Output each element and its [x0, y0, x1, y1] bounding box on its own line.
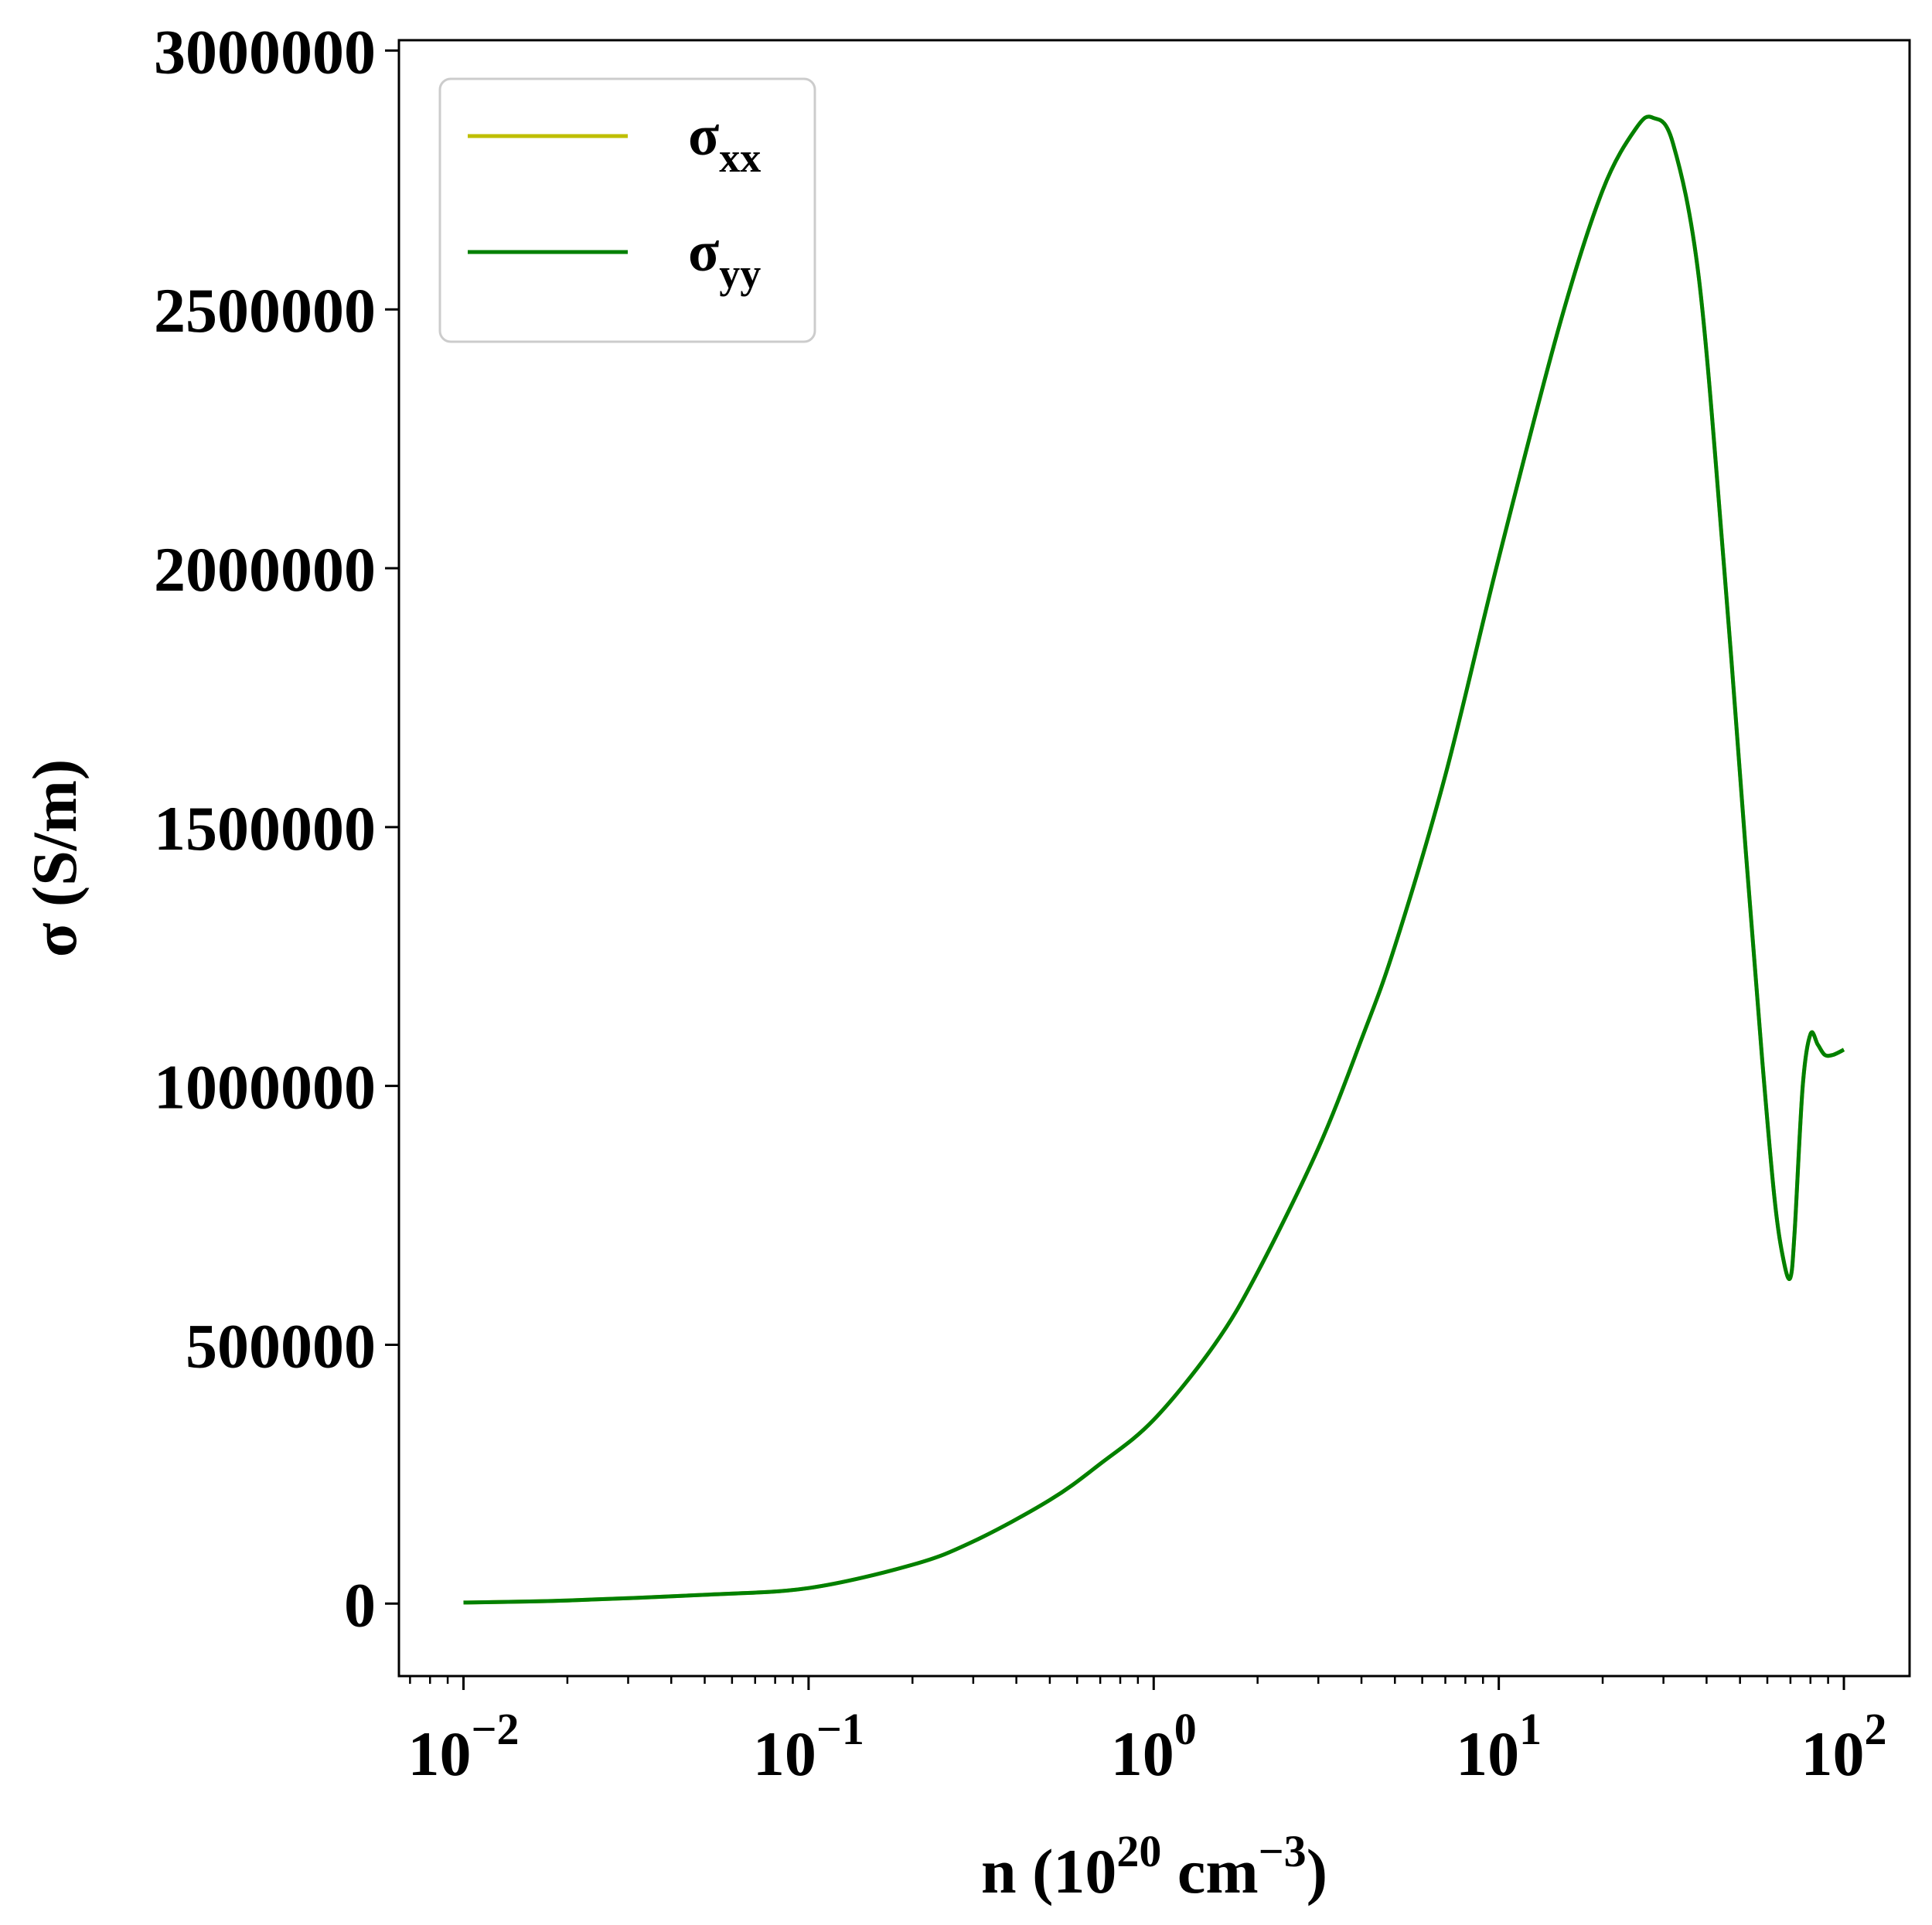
x-tick-label: 100: [1111, 1704, 1197, 1789]
y-tick-label: 0: [344, 1569, 376, 1640]
y-axis-label: σ (S/m): [19, 759, 90, 957]
y-tick-label: 1500000: [154, 793, 376, 864]
series-line-sigma-yy: [463, 114, 1845, 1605]
y-tick-label: 1000000: [154, 1052, 376, 1123]
x-tick-label: 102: [1801, 1704, 1887, 1789]
y-tick-label: 500000: [186, 1310, 376, 1381]
x-axis: 10−2 10−1 100 101 102: [407, 1676, 1887, 1789]
legend-box: [438, 77, 816, 343]
legend: σxx σyy: [438, 77, 816, 343]
x-tick-label: 10−2: [407, 1704, 519, 1789]
y-tick-label: 2500000: [154, 275, 376, 346]
legend-label: σyy: [688, 220, 761, 297]
y-tick-label: 3000000: [154, 16, 376, 87]
y-axis: 0 500000 1000000 1500000 2000000 2500000 30000…: [154, 16, 399, 1640]
legend-label: σxx: [688, 104, 761, 181]
y-tick-label: 2000000: [154, 534, 376, 605]
x-tick-label: 10−1: [753, 1704, 864, 1789]
x-axis-label: n (1020 cm−3): [981, 1826, 1327, 1906]
x-tick-label: 101: [1456, 1704, 1542, 1789]
series-layer: [463, 114, 1845, 1605]
